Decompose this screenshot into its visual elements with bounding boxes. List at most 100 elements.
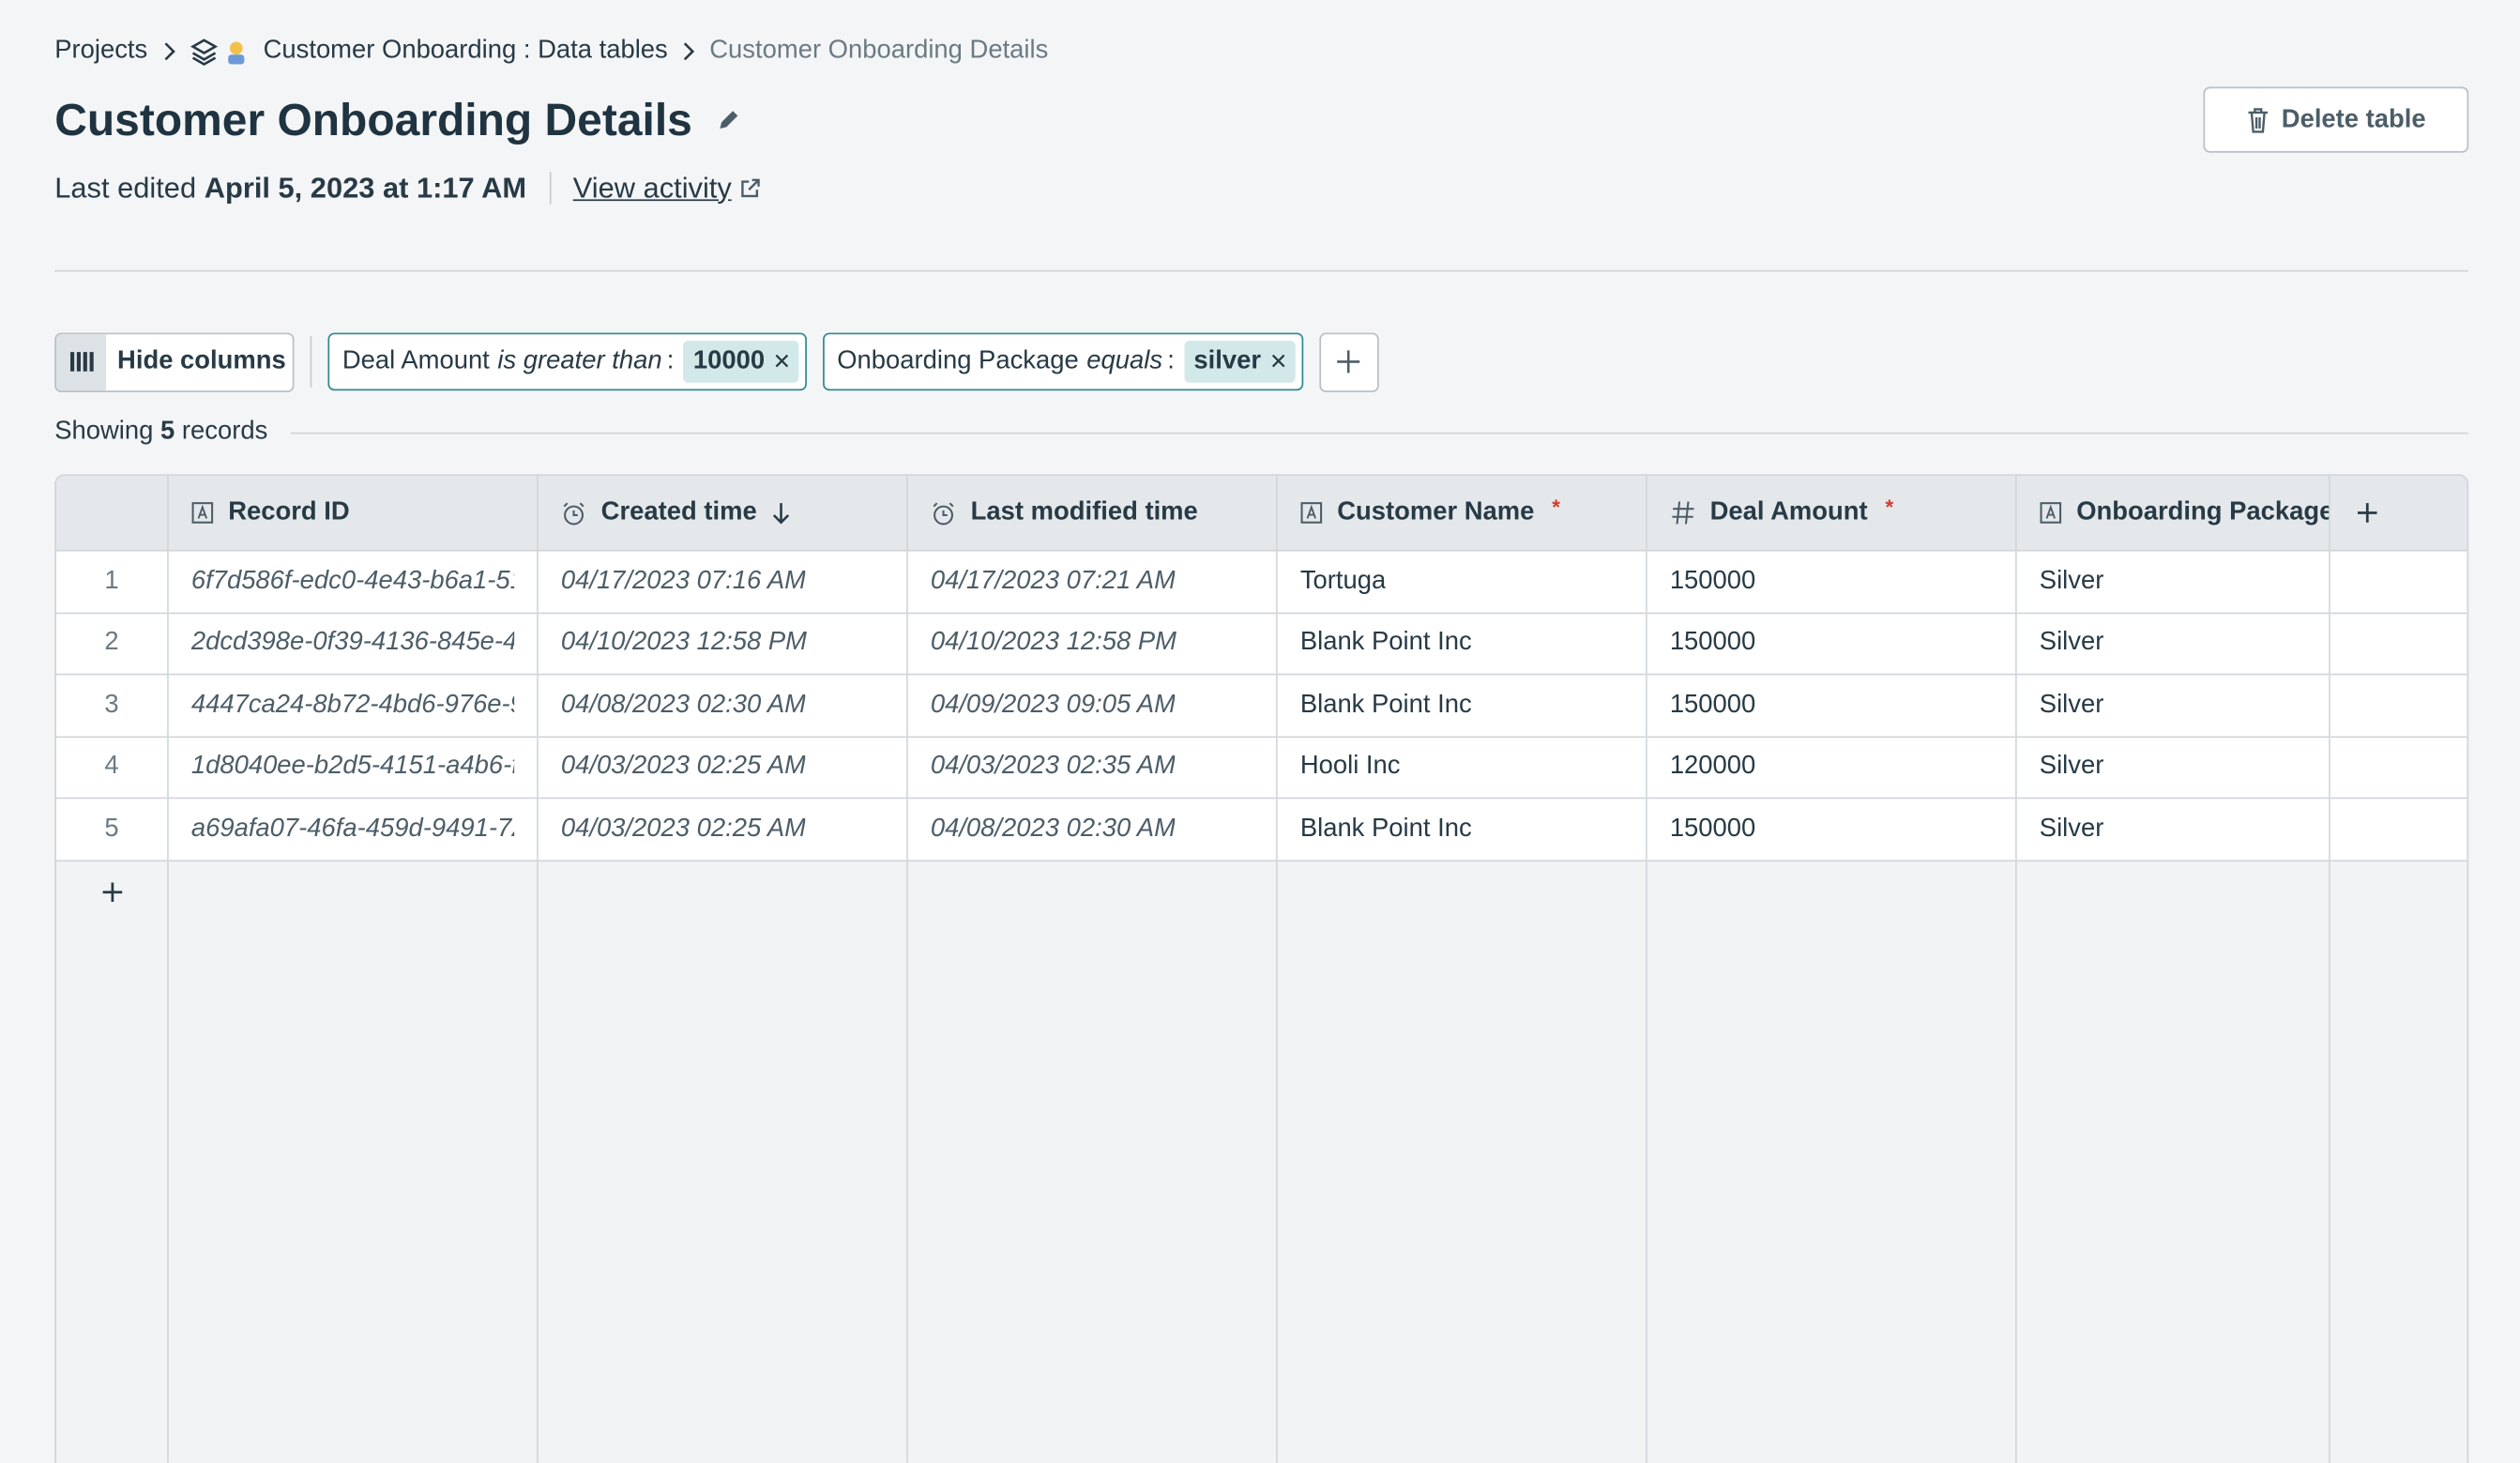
- cell-text: Silver: [2039, 629, 2104, 657]
- row-number: 2: [55, 613, 169, 676]
- table-cell: Tortuga: [1277, 551, 1647, 614]
- cell-text: Silver: [2039, 815, 2104, 843]
- cell-text: 04/08/2023 02:30 AM: [930, 815, 1176, 843]
- table-cell: 150000: [1647, 675, 2017, 738]
- column-header: Deal Amount *: [1647, 476, 2017, 552]
- filter-value-text: 10000: [692, 347, 766, 375]
- row-number-text: 1: [104, 567, 119, 595]
- remove-filter-icon[interactable]: [774, 347, 788, 376]
- hide-columns-button[interactable]: Hide columns: [54, 331, 295, 392]
- table-cell: 150000: [1647, 613, 2017, 676]
- table-cell: Blank Point Inc: [1277, 613, 1647, 676]
- cell-text: 04/10/2023 12:58 PM: [930, 629, 1177, 657]
- table-cell: 2dcd398e-0f39-4136-845e-4b...: [168, 613, 539, 676]
- table-cell: 04/17/2023 07:21 AM: [907, 551, 1278, 614]
- empty-column: [1647, 861, 2017, 1463]
- empty-column: [538, 861, 908, 1463]
- cell-text: Hooli Inc: [1299, 753, 1401, 781]
- table-cell: 4447ca24-8b72-4bd6-976e-90: [168, 675, 539, 738]
- breadcrumb-current: Customer Onboarding Details: [709, 37, 1049, 65]
- empty-column: [55, 861, 169, 1463]
- filter-chip[interactable]: Onboarding Package equals: silver: [822, 332, 1303, 391]
- required-marker: *: [1885, 495, 1894, 520]
- project-icon: [190, 38, 245, 67]
- table-cell: Silver: [2016, 613, 2330, 676]
- add-row-button[interactable]: [100, 880, 123, 903]
- table-cell: 04/03/2023 02:25 AM: [538, 799, 908, 861]
- column-type-icon: [561, 501, 586, 526]
- table-cell: Blank Point Inc: [1277, 675, 1647, 738]
- cell-text: 04/03/2023 02:35 AM: [930, 753, 1176, 781]
- table-cell-empty: [2330, 799, 2467, 861]
- filter-field: Onboarding Package: [837, 347, 1079, 375]
- last-edited-label: Last edited: [54, 171, 197, 204]
- cell-text: 6f7d586f-edc0-4e43-b6a1-518: [190, 567, 515, 595]
- filter-separator: :: [666, 347, 675, 375]
- table-cell: 120000: [1647, 737, 2017, 800]
- row-number: 1: [55, 551, 169, 614]
- column-name[interactable]: Last modified time: [970, 498, 1198, 526]
- summary-prefix: Showing: [54, 418, 154, 446]
- cell-text: 04/17/2023 07:21 AM: [930, 567, 1176, 595]
- header-corner: [55, 476, 169, 552]
- add-column-button[interactable]: [2330, 476, 2467, 552]
- last-edited-date: April 5, 2023 at 1:17 AM: [204, 171, 527, 204]
- column-name[interactable]: Customer Name: [1337, 498, 1535, 526]
- cell-text: Silver: [2039, 753, 2104, 781]
- column-header: Created time: [538, 476, 908, 552]
- filter-operator: is greater than: [497, 347, 662, 375]
- cell-text: Silver: [2039, 567, 2104, 595]
- column-type-icon: [1300, 501, 1323, 524]
- column-header: Last modified time: [907, 476, 1278, 552]
- add-filter-button[interactable]: [1318, 331, 1379, 392]
- column-header: Onboarding Package*: [2016, 476, 2330, 552]
- cell-text: Blank Point Inc: [1299, 629, 1472, 657]
- filter-chip[interactable]: Deal Amount is greater than:10000: [327, 332, 807, 391]
- divider: [310, 336, 312, 388]
- column-type-icon: [1670, 500, 1695, 526]
- table-cell-empty: [2330, 737, 2467, 800]
- column-name[interactable]: Record ID: [228, 498, 350, 526]
- separator: [54, 269, 2469, 272]
- column-type-icon: [2040, 501, 2062, 524]
- separator: [290, 431, 2469, 434]
- cell-text: 04/17/2023 07:16 AM: [560, 567, 806, 595]
- cell-text: Tortuga: [1299, 567, 1387, 595]
- meta-row: Last edited April 5, 2023 at 1:17 AM Vie…: [54, 167, 764, 209]
- cell-text: Blank Point Inc: [1299, 815, 1472, 843]
- table-cell: a69afa07-46fa-459d-9491-722: [168, 799, 539, 861]
- empty-column: [168, 861, 539, 1463]
- remove-filter-icon[interactable]: [1270, 347, 1284, 376]
- summary-count: 5: [160, 418, 175, 446]
- trash-icon: [2247, 107, 2268, 132]
- delete-table-button[interactable]: Delete table: [2203, 86, 2469, 153]
- column-name[interactable]: Onboarding Package: [2076, 498, 2330, 526]
- row-number: 5: [55, 799, 169, 861]
- column-type-icon: [191, 501, 214, 524]
- row-number-text: 4: [104, 753, 119, 781]
- required-marker: *: [1552, 495, 1560, 520]
- table-cell: Silver: [2016, 551, 2330, 614]
- empty-column: [2016, 861, 2330, 1463]
- breadcrumb: Projects Customer Onboarding : Data tabl…: [54, 32, 1048, 70]
- cell-text: 150000: [1669, 815, 1756, 843]
- column-name[interactable]: Deal Amount: [1709, 498, 1868, 526]
- cell-text: Blank Point Inc: [1299, 691, 1472, 719]
- row-number-text: 3: [104, 691, 119, 719]
- table-cell: Blank Point Inc: [1277, 799, 1647, 861]
- edit-icon[interactable]: [715, 108, 740, 133]
- empty-column: [1277, 861, 1647, 1463]
- breadcrumb-link[interactable]: Projects: [54, 37, 148, 65]
- page-title: Customer Onboarding Details: [54, 95, 692, 145]
- cell-text: 2dcd398e-0f39-4136-845e-4b...: [190, 629, 515, 657]
- row-number: 4: [55, 737, 169, 800]
- empty-column: [907, 861, 1278, 1463]
- filter-operator: equals: [1086, 347, 1163, 375]
- title-row: Customer Onboarding Details: [54, 90, 740, 151]
- table-cell-empty: [2330, 675, 2467, 738]
- column-name[interactable]: Created time: [600, 498, 757, 526]
- breadcrumb-link[interactable]: Customer Onboarding : Data tables: [263, 37, 668, 65]
- view-activity-link[interactable]: View activity: [572, 171, 732, 204]
